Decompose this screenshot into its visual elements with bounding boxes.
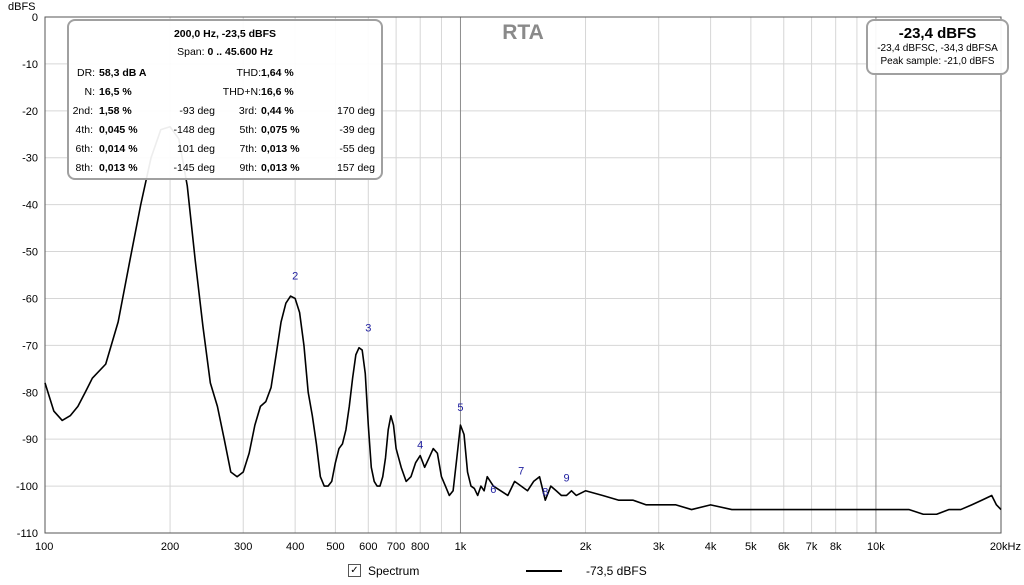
harmonic-value: 0,013 % [261, 162, 300, 174]
span-label: Span: [177, 46, 205, 58]
thd-value: 1,64 % [261, 67, 294, 79]
dr-label: DR: [77, 67, 96, 79]
thdn-value: 16,6 % [261, 86, 294, 98]
thdn-label: THD+N: [222, 86, 261, 98]
noise-value: 16,5 % [99, 86, 132, 98]
major-grid [459, 17, 877, 533]
x-tick-label: 3k [653, 541, 665, 553]
y-tick-label: -110 [17, 528, 38, 540]
harmonic-label: 8th: [75, 162, 93, 174]
y-tick-label: -70 [22, 340, 38, 352]
legend-cursor-value: -73,5 dBFS [586, 564, 647, 578]
thd-label: THD: [236, 67, 262, 79]
x-tick-label: 5k [745, 541, 757, 553]
chart-title: RTA [502, 21, 544, 44]
harmonic-phase: -145 deg [173, 162, 215, 174]
x-tick-label: 700 [387, 541, 405, 553]
harmonic-value: 0,045 % [99, 124, 138, 136]
y-axis-label: dBFS [8, 1, 36, 13]
x-tick-label: 800 [411, 541, 429, 553]
x-tick-label: 10k [867, 541, 885, 553]
y-tick-label: -100 [16, 481, 38, 493]
harmonic-label: 6th: [75, 143, 93, 155]
x-tick-label: 2k [580, 541, 592, 553]
y-tick-label: -40 [22, 200, 38, 212]
harmonic-phase: -93 deg [179, 105, 215, 117]
x-tick-label: 4k [705, 541, 717, 553]
harmonic-value: 0,013 % [261, 143, 300, 155]
harmonic-phase: 101 deg [177, 143, 215, 155]
harmonic-label: 5th: [239, 124, 257, 136]
x-tick-label: 600 [359, 541, 377, 553]
harmonic-phase: 170 deg [337, 105, 375, 117]
harmonic-label-2: 2 [292, 271, 298, 283]
harmonic-label: 7th: [239, 143, 257, 155]
harmonic-label-3: 3 [365, 322, 371, 334]
harmonic-label-5: 5 [457, 402, 463, 414]
span-readout: Span: 0 .. 45.600 Hz [69, 46, 381, 58]
minor-grid [45, 16, 1001, 534]
x-tick-label: 300 [234, 541, 252, 553]
series-group [44, 125, 1002, 516]
harmonic-value: 0,075 % [261, 124, 300, 136]
spectrum-line [44, 125, 1002, 516]
level-meter-panel[interactable]: -23,4 dBFS -23,4 dBFSC, -34,3 dBFSA Peak… [866, 19, 1009, 75]
x-tick-label: 100 [35, 541, 53, 553]
y-tick-label: -60 [22, 293, 38, 305]
x-tick-label: 20kHz [990, 541, 1021, 553]
level-main: -23,4 dBFS [898, 25, 977, 42]
harmonic-label-8: 8 [542, 486, 548, 498]
harmonic-phase: -39 deg [339, 124, 375, 136]
y-tick-label: -90 [22, 434, 38, 446]
measurement-stats-panel[interactable]: 200,0 Hz, -23,5 dBFS Span: 0 .. 45.600 H… [67, 19, 383, 180]
spectrum-checkbox[interactable]: ✓ [348, 564, 361, 577]
harmonic-label: 3rd: [238, 105, 257, 117]
x-tick-label: 1k [455, 541, 467, 553]
harmonic-markers: 2 3 4 5 6 7 8 9 [292, 271, 570, 499]
harmonic-value: 0,014 % [99, 143, 138, 155]
y-tick-label: -50 [22, 247, 38, 259]
harmonic-label-4: 4 [417, 440, 423, 452]
harmonic-label-6: 6 [490, 484, 496, 496]
peak-sample: Peak sample: -21,0 dBFS [880, 56, 995, 67]
harmonic-value: 1,58 % [99, 105, 132, 117]
harmonic-value: 0,44 % [261, 105, 294, 117]
x-tick-label: 400 [286, 541, 304, 553]
legend-series-label[interactable]: Spectrum [368, 564, 420, 578]
x-tick-label: 7k [806, 541, 818, 553]
x-tick-label: 200 [161, 541, 179, 553]
harmonic-phase: 157 deg [337, 162, 375, 174]
legend-line-swatch [526, 570, 562, 572]
harmonic-label: 4th: [75, 124, 93, 136]
harmonic-label: 9th: [239, 162, 257, 174]
harmonic-value: 0,013 % [99, 162, 138, 174]
level-weighted: -23,4 dBFSC, -34,3 dBFSA [877, 43, 998, 54]
x-tick-label: 8k [830, 541, 842, 553]
y-axis-ticks: 0 -10 -20 -30 -40 -50 -60 -70 -80 -90 -100 -110 [16, 12, 38, 540]
harmonic-phase: -55 deg [339, 143, 375, 155]
harmonic-label-9: 9 [563, 472, 569, 484]
harmonic-phase: -148 deg [173, 124, 215, 136]
y-tick-label: -20 [22, 106, 38, 118]
y-tick-label: 0 [32, 12, 38, 24]
x-tick-label: 500 [326, 541, 344, 553]
plot-frame [44, 16, 1002, 534]
x-tick-label: 6k [778, 541, 790, 553]
dr-value: 58,3 dB A [99, 67, 147, 79]
noise-label: N: [84, 86, 96, 98]
span-value: 0 .. 45.600 Hz [207, 46, 273, 58]
harmonic-label-7: 7 [518, 465, 524, 477]
y-tick-label: -80 [22, 387, 38, 399]
harmonic-label: 2nd: [72, 105, 93, 117]
cursor-readout: 200,0 Hz, -23,5 dBFS [173, 28, 277, 40]
y-tick-label: -10 [22, 59, 38, 71]
x-axis-ticks: 100 200 300 400 500 600 700 800 1k 2k 3k 4k 5k 6k 7k 8k… [35, 541, 1021, 553]
y-tick-label: -30 [22, 153, 38, 165]
